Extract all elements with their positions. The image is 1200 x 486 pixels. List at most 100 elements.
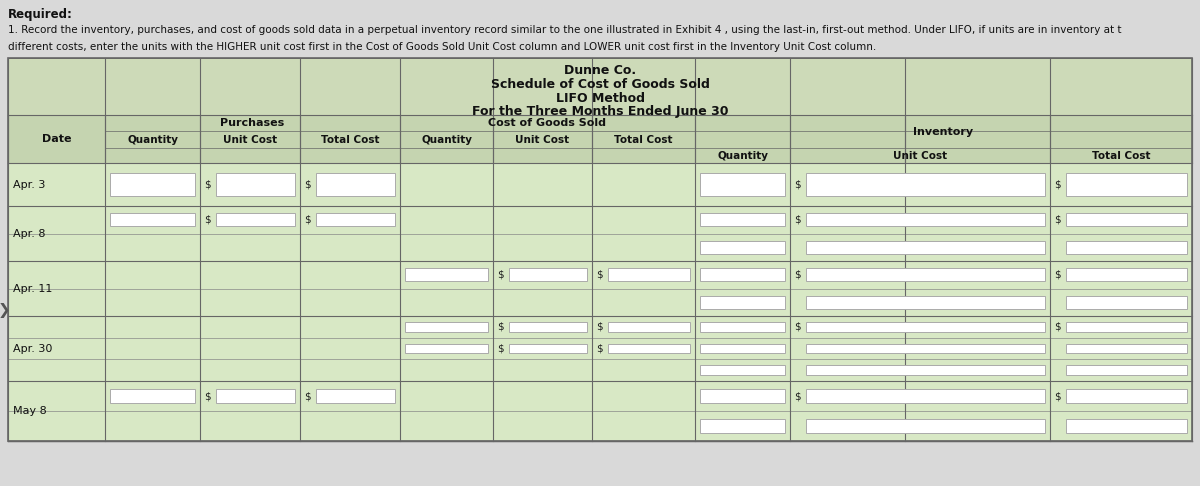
Bar (1066, 173, 1187, 196)
Bar (8, 58, 1192, 441)
Bar (1066, 322, 1187, 331)
Text: Date: Date (42, 134, 71, 144)
Bar (700, 213, 785, 226)
Bar (700, 268, 785, 281)
Text: $: $ (794, 322, 800, 332)
Bar (8, 206, 1192, 233)
Text: Purchases: Purchases (221, 118, 284, 128)
Bar (8, 359, 1192, 381)
Text: $: $ (304, 215, 311, 225)
Bar (110, 173, 194, 196)
Bar (216, 213, 295, 226)
Bar (8, 381, 1192, 411)
Text: Total Cost: Total Cost (320, 135, 379, 144)
Text: $: $ (497, 322, 504, 332)
Bar (700, 419, 785, 434)
Text: $: $ (497, 344, 504, 353)
Bar (216, 389, 295, 403)
Bar (1066, 419, 1187, 434)
Text: Dunne Co.: Dunne Co. (564, 64, 636, 76)
Text: $: $ (1054, 322, 1061, 332)
Bar (806, 295, 1045, 309)
Text: Unit Cost: Unit Cost (223, 135, 277, 144)
Bar (406, 268, 488, 281)
Text: ❯: ❯ (0, 302, 11, 317)
Text: LIFO Method: LIFO Method (556, 91, 644, 104)
Bar (806, 241, 1045, 254)
Text: Total Cost: Total Cost (1092, 151, 1151, 160)
Bar (1066, 268, 1187, 281)
Text: $: $ (794, 270, 800, 280)
Bar (1066, 295, 1187, 309)
Bar (8, 338, 1192, 359)
Bar (8, 233, 1192, 261)
Text: 1. Record the inventory, purchases, and cost of goods sold data in a perpetual i: 1. Record the inventory, purchases, and … (8, 25, 1122, 35)
Bar (8, 289, 1192, 316)
Text: Quantity: Quantity (127, 135, 178, 144)
Bar (110, 213, 194, 226)
Bar (8, 411, 1192, 441)
Bar (8, 163, 1192, 206)
Text: Total Cost: Total Cost (614, 135, 673, 144)
Text: $: $ (304, 391, 311, 401)
Bar (806, 344, 1045, 353)
Text: $: $ (497, 270, 504, 280)
Text: $: $ (596, 270, 602, 280)
Text: Inventory: Inventory (913, 126, 973, 137)
Bar (316, 389, 395, 403)
Bar (608, 322, 690, 331)
Text: $: $ (204, 391, 211, 401)
Bar (8, 261, 1192, 289)
Bar (700, 322, 785, 331)
Bar (700, 295, 785, 309)
Bar (8, 115, 1192, 163)
Text: For the Three Months Ended June 30: For the Three Months Ended June 30 (472, 104, 728, 118)
Bar (509, 344, 587, 353)
Bar (316, 213, 395, 226)
Text: $: $ (204, 179, 211, 190)
Text: Apr. 8: Apr. 8 (13, 228, 46, 239)
Bar (806, 268, 1045, 281)
Bar (509, 322, 587, 331)
Bar (700, 173, 785, 196)
Bar (700, 241, 785, 254)
Bar (700, 344, 785, 353)
Bar (608, 268, 690, 281)
Bar (806, 322, 1045, 331)
Text: $: $ (596, 344, 602, 353)
Text: Required:: Required: (8, 8, 73, 21)
Text: Cost of Goods Sold: Cost of Goods Sold (488, 118, 606, 128)
Bar (806, 389, 1045, 403)
Text: May 8: May 8 (13, 406, 47, 416)
Bar (806, 365, 1045, 375)
Bar (406, 322, 488, 331)
Text: different costs, enter the units with the HIGHER unit cost first in the Cost of : different costs, enter the units with th… (8, 42, 876, 52)
Bar (1066, 213, 1187, 226)
Text: $: $ (794, 179, 800, 190)
Bar (8, 58, 1192, 115)
Bar (806, 213, 1045, 226)
Text: $: $ (1054, 270, 1061, 280)
Text: $: $ (596, 322, 602, 332)
Text: Schedule of Cost of Goods Sold: Schedule of Cost of Goods Sold (491, 77, 709, 90)
Bar (8, 316, 1192, 338)
Text: $: $ (1054, 215, 1061, 225)
Text: Unit Cost: Unit Cost (893, 151, 947, 160)
Text: $: $ (1054, 179, 1061, 190)
Bar (110, 389, 194, 403)
Text: Apr. 3: Apr. 3 (13, 179, 46, 190)
Text: $: $ (1054, 391, 1061, 401)
Text: $: $ (794, 215, 800, 225)
Text: Unit Cost: Unit Cost (516, 135, 570, 144)
Bar (316, 173, 395, 196)
Bar (1066, 344, 1187, 353)
Bar (216, 173, 295, 196)
Bar (700, 365, 785, 375)
Bar (806, 419, 1045, 434)
Text: Apr. 11: Apr. 11 (13, 283, 53, 294)
Bar (509, 268, 587, 281)
Text: $: $ (304, 179, 311, 190)
Text: Quantity: Quantity (421, 135, 472, 144)
Bar (1066, 241, 1187, 254)
Bar (806, 173, 1045, 196)
